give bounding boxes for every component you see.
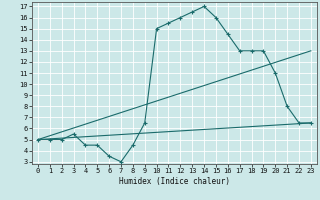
X-axis label: Humidex (Indice chaleur): Humidex (Indice chaleur)	[119, 177, 230, 186]
